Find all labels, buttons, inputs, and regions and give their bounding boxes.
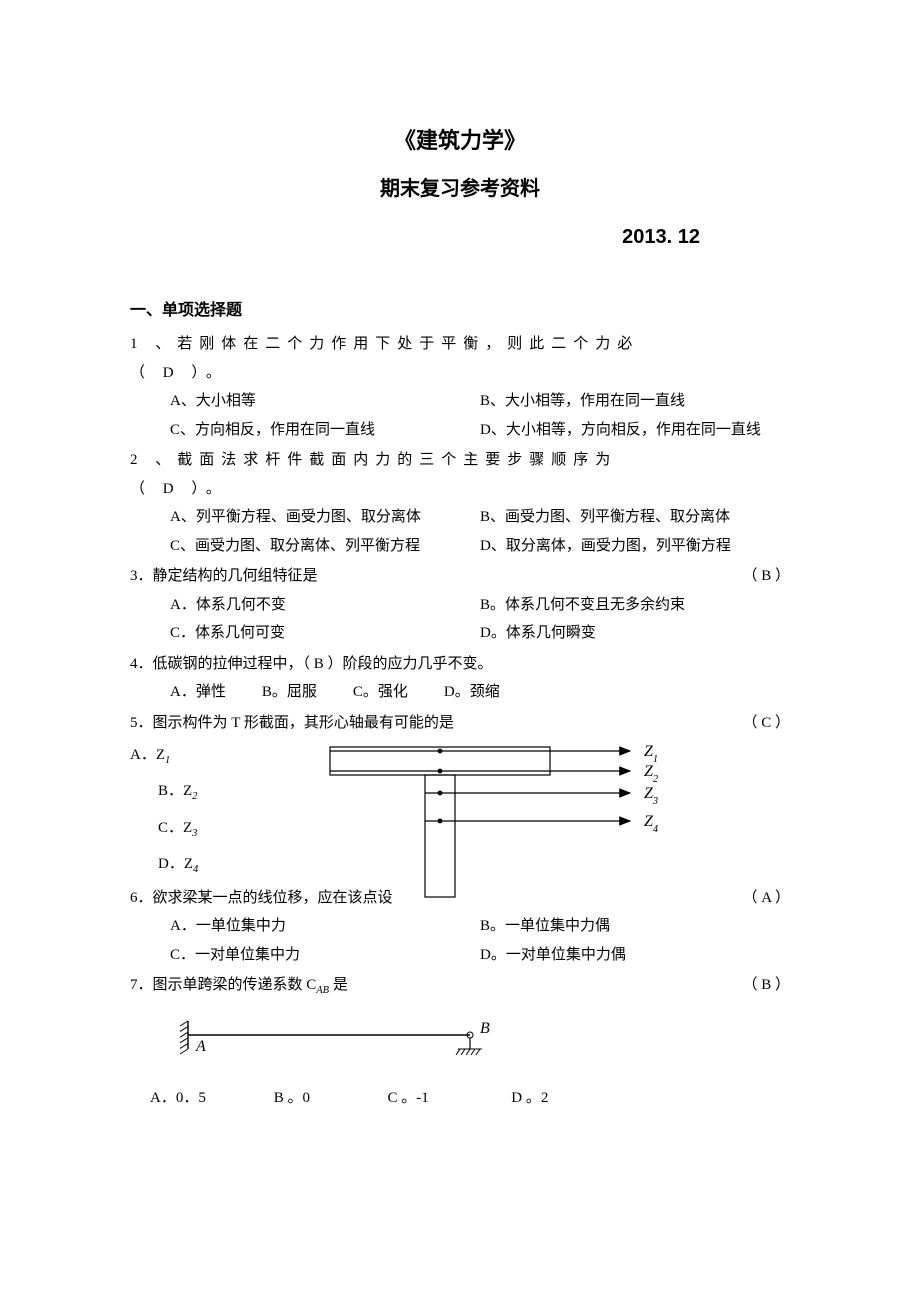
q2-opt-b: B、画受力图、列平衡方程、取分离体 [480, 503, 790, 532]
q1-opt-b: B、大小相等，作用在同一直线 [480, 387, 790, 416]
q7-answer: （ B ） [742, 971, 790, 1001]
doc-title: 《建筑力学》 [130, 120, 790, 162]
q6-answer: （ A ） [742, 884, 790, 913]
q3-opt-d: D。体系几何瞬变 [480, 619, 790, 648]
doc-subtitle: 期末复习参考资料 [130, 170, 790, 208]
q4-opt-d: D。颈缩 [444, 678, 500, 707]
q3-opt-c: C．体系几何可变 [170, 619, 480, 648]
q6-opt-b: B。一单位集中力偶 [480, 912, 790, 941]
question-2: 2 、截面法求杆件截面内力的三个主要步骤顺序为 （ D ）。 A、列平衡方程、画… [130, 446, 790, 560]
q7-opt-b: B 。0 [274, 1084, 384, 1113]
question-4: 4．低碳钢的拉伸过程中，（ B ）阶段的应力几乎不变。 A．弹性 B。屈服 C。… [130, 650, 790, 707]
question-3: 3．静定结构的几何组特征是 （ B ） A．体系几何不变 B。体系几何不变且无多… [130, 562, 790, 648]
q3-opt-b: B。体系几何不变且无多余约束 [480, 591, 790, 620]
q2-opt-a: A、列平衡方程、画受力图、取分离体 [170, 503, 480, 532]
q1-answer: （ D ）。 [130, 359, 790, 388]
q1-opt-c: C、方向相反，作用在同一直线 [170, 416, 480, 445]
q7-stem: 7．图示单跨梁的传递系数 CAB 是 [130, 971, 348, 1001]
q4-opt-b: B。屈服 [262, 678, 317, 707]
q3-opt-a: A．体系几何不变 [170, 591, 480, 620]
q6-opt-a: A．一单位集中力 [170, 912, 480, 941]
q3-answer: （ B ） [742, 562, 790, 591]
question-7: 7．图示单跨梁的传递系数 CAB 是 （ B ） AB A．0．5 B 。0 C… [130, 971, 790, 1112]
q6-opt-d: D。一对单位集中力偶 [480, 941, 790, 970]
q1-opt-d: D、大小相等，方向相反，作用在同一直线 [480, 416, 790, 445]
q4-opt-c: C。强化 [353, 678, 408, 707]
q2-opt-c: C、画受力图、取分离体、列平衡方程 [170, 532, 480, 561]
doc-date: 2013. 12 [130, 218, 790, 256]
svg-text:A: A [195, 1038, 206, 1055]
svg-text:Z3: Z3 [644, 785, 658, 807]
q7-opt-c: C 。-1 [388, 1084, 508, 1113]
question-1: 1 、若刚体在二个力作用下处于平衡，则此二个力必 （ D ）。 A、大小相等 B… [130, 330, 790, 444]
q2-opt-d: D、取分离体，画受力图，列平衡方程 [480, 532, 790, 561]
q5-diagram: Z1Z2Z3 Z4 [320, 737, 700, 907]
q3-stem: 3．静定结构的几何组特征是 [130, 562, 318, 591]
q5-stem: 5．图示构件为 T 形截面，其形心轴最有可能的是 [130, 709, 454, 738]
q4-opt-a: A．弹性 [170, 678, 226, 707]
svg-text:Z4: Z4 [644, 813, 658, 835]
q6-opt-c: C．一对单位集中力 [170, 941, 480, 970]
q7-opt-d: D 。2 [511, 1084, 548, 1113]
q5-answer: （ C ） [742, 709, 790, 738]
question-5: 5．图示构件为 T 形截面，其形心轴最有可能的是 （ C ） A．Z1 B．Z2… [130, 709, 790, 882]
q4-stem: 4．低碳钢的拉伸过程中，（ B ）阶段的应力几乎不变。 [130, 650, 790, 679]
q7-opt-a: A．0．5 [150, 1084, 270, 1113]
q2-answer: （ D ）。 [130, 475, 790, 504]
svg-text:Z1: Z1 [644, 743, 658, 765]
section-header: 一、单项选择题 [130, 296, 790, 326]
q1-opt-a: A、大小相等 [170, 387, 480, 416]
q2-stem: 2 、截面法求杆件截面内力的三个主要步骤顺序为 [130, 446, 790, 475]
svg-text:Z2: Z2 [644, 763, 658, 785]
q7-diagram: AB [170, 1015, 510, 1059]
q1-stem: 1 、若刚体在二个力作用下处于平衡，则此二个力必 [130, 330, 790, 359]
svg-text:B: B [480, 1020, 490, 1037]
